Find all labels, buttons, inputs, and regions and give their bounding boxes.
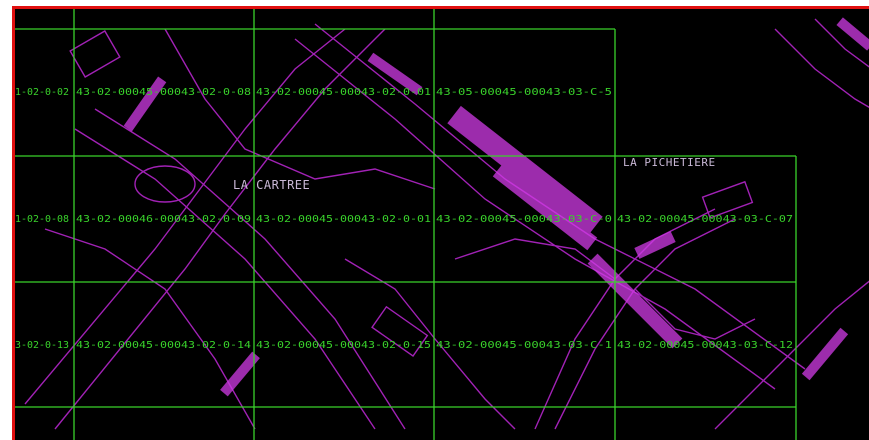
- road-line: [24, 28, 346, 405]
- building-outline: [701, 180, 754, 219]
- road-line: [344, 258, 516, 430]
- road-line: [774, 28, 869, 109]
- sheet-label[interactable]: 43-02-00045-00043-02-0-08: [76, 87, 251, 98]
- hatched-block: [367, 52, 423, 96]
- sheet-label[interactable]: 1-02-0-02: [15, 87, 69, 98]
- cad-map-canvas[interactable]: LA CARTREE LA PICHETIERE 1-02-0-02 43-02…: [15, 9, 869, 440]
- hatched-block: [220, 351, 260, 397]
- road-line: [44, 228, 256, 430]
- sheet-label[interactable]: 43-02-00045-00043-03-C-07: [617, 214, 793, 225]
- roundabout: [134, 165, 196, 203]
- sheet-label[interactable]: 43-05-00045-00043-03-C-5: [436, 87, 612, 98]
- sheet-labels: 1-02-0-02 43-02-00045-00043-02-0-08 43-0…: [15, 87, 793, 351]
- road-line: [814, 18, 869, 68]
- place-label-pichetiere: LA PICHETIERE: [623, 156, 716, 169]
- sheet-label[interactable]: 43-02-00045-00043-03-C-0: [436, 214, 612, 225]
- building-outline: [371, 305, 429, 357]
- sheet-label[interactable]: 43-02-00045-00043-03-C-12: [617, 340, 793, 351]
- hatched-block: [634, 231, 676, 259]
- road-line: [94, 108, 406, 430]
- hatched-block: [801, 327, 849, 381]
- sheet-label[interactable]: 43-02-00045-00043-02-0-15: [256, 340, 431, 351]
- road-line: [714, 280, 869, 430]
- hatched-block: [587, 253, 683, 349]
- sheet-label[interactable]: 43-02-00045-00043-02-0-01: [256, 87, 431, 98]
- sheet-label[interactable]: 43-02-00046-00043-02-0-09: [76, 214, 251, 225]
- hatched-block: [836, 17, 869, 51]
- road-line: [74, 128, 376, 430]
- place-label-cartree: LA CARTREE: [233, 178, 310, 192]
- sheet-grid: [15, 9, 797, 440]
- road-line: [634, 288, 756, 340]
- sheet-label[interactable]: 3-02-0-13: [15, 340, 69, 351]
- cad-hatched-blocks: [123, 17, 869, 397]
- sheet-label[interactable]: 1-02-0-08: [15, 214, 69, 225]
- sheet-label[interactable]: 43-02-00045-00043-02-0-14: [76, 340, 251, 351]
- road-line: [164, 28, 436, 190]
- building-outline: [69, 30, 121, 78]
- map-frame[interactable]: LA CARTREE LA PICHETIERE 1-02-0-02 43-02…: [12, 6, 869, 440]
- hatched-block: [123, 76, 167, 132]
- hatched-block: [447, 105, 603, 235]
- hatched-block: [492, 163, 598, 251]
- sheet-label[interactable]: 43-02-00045-00043-03-C-1: [436, 340, 612, 351]
- road-line: [294, 38, 776, 390]
- road-line: [54, 28, 386, 430]
- sheet-label[interactable]: 43-02-00045-00043-02-0-01: [256, 214, 431, 225]
